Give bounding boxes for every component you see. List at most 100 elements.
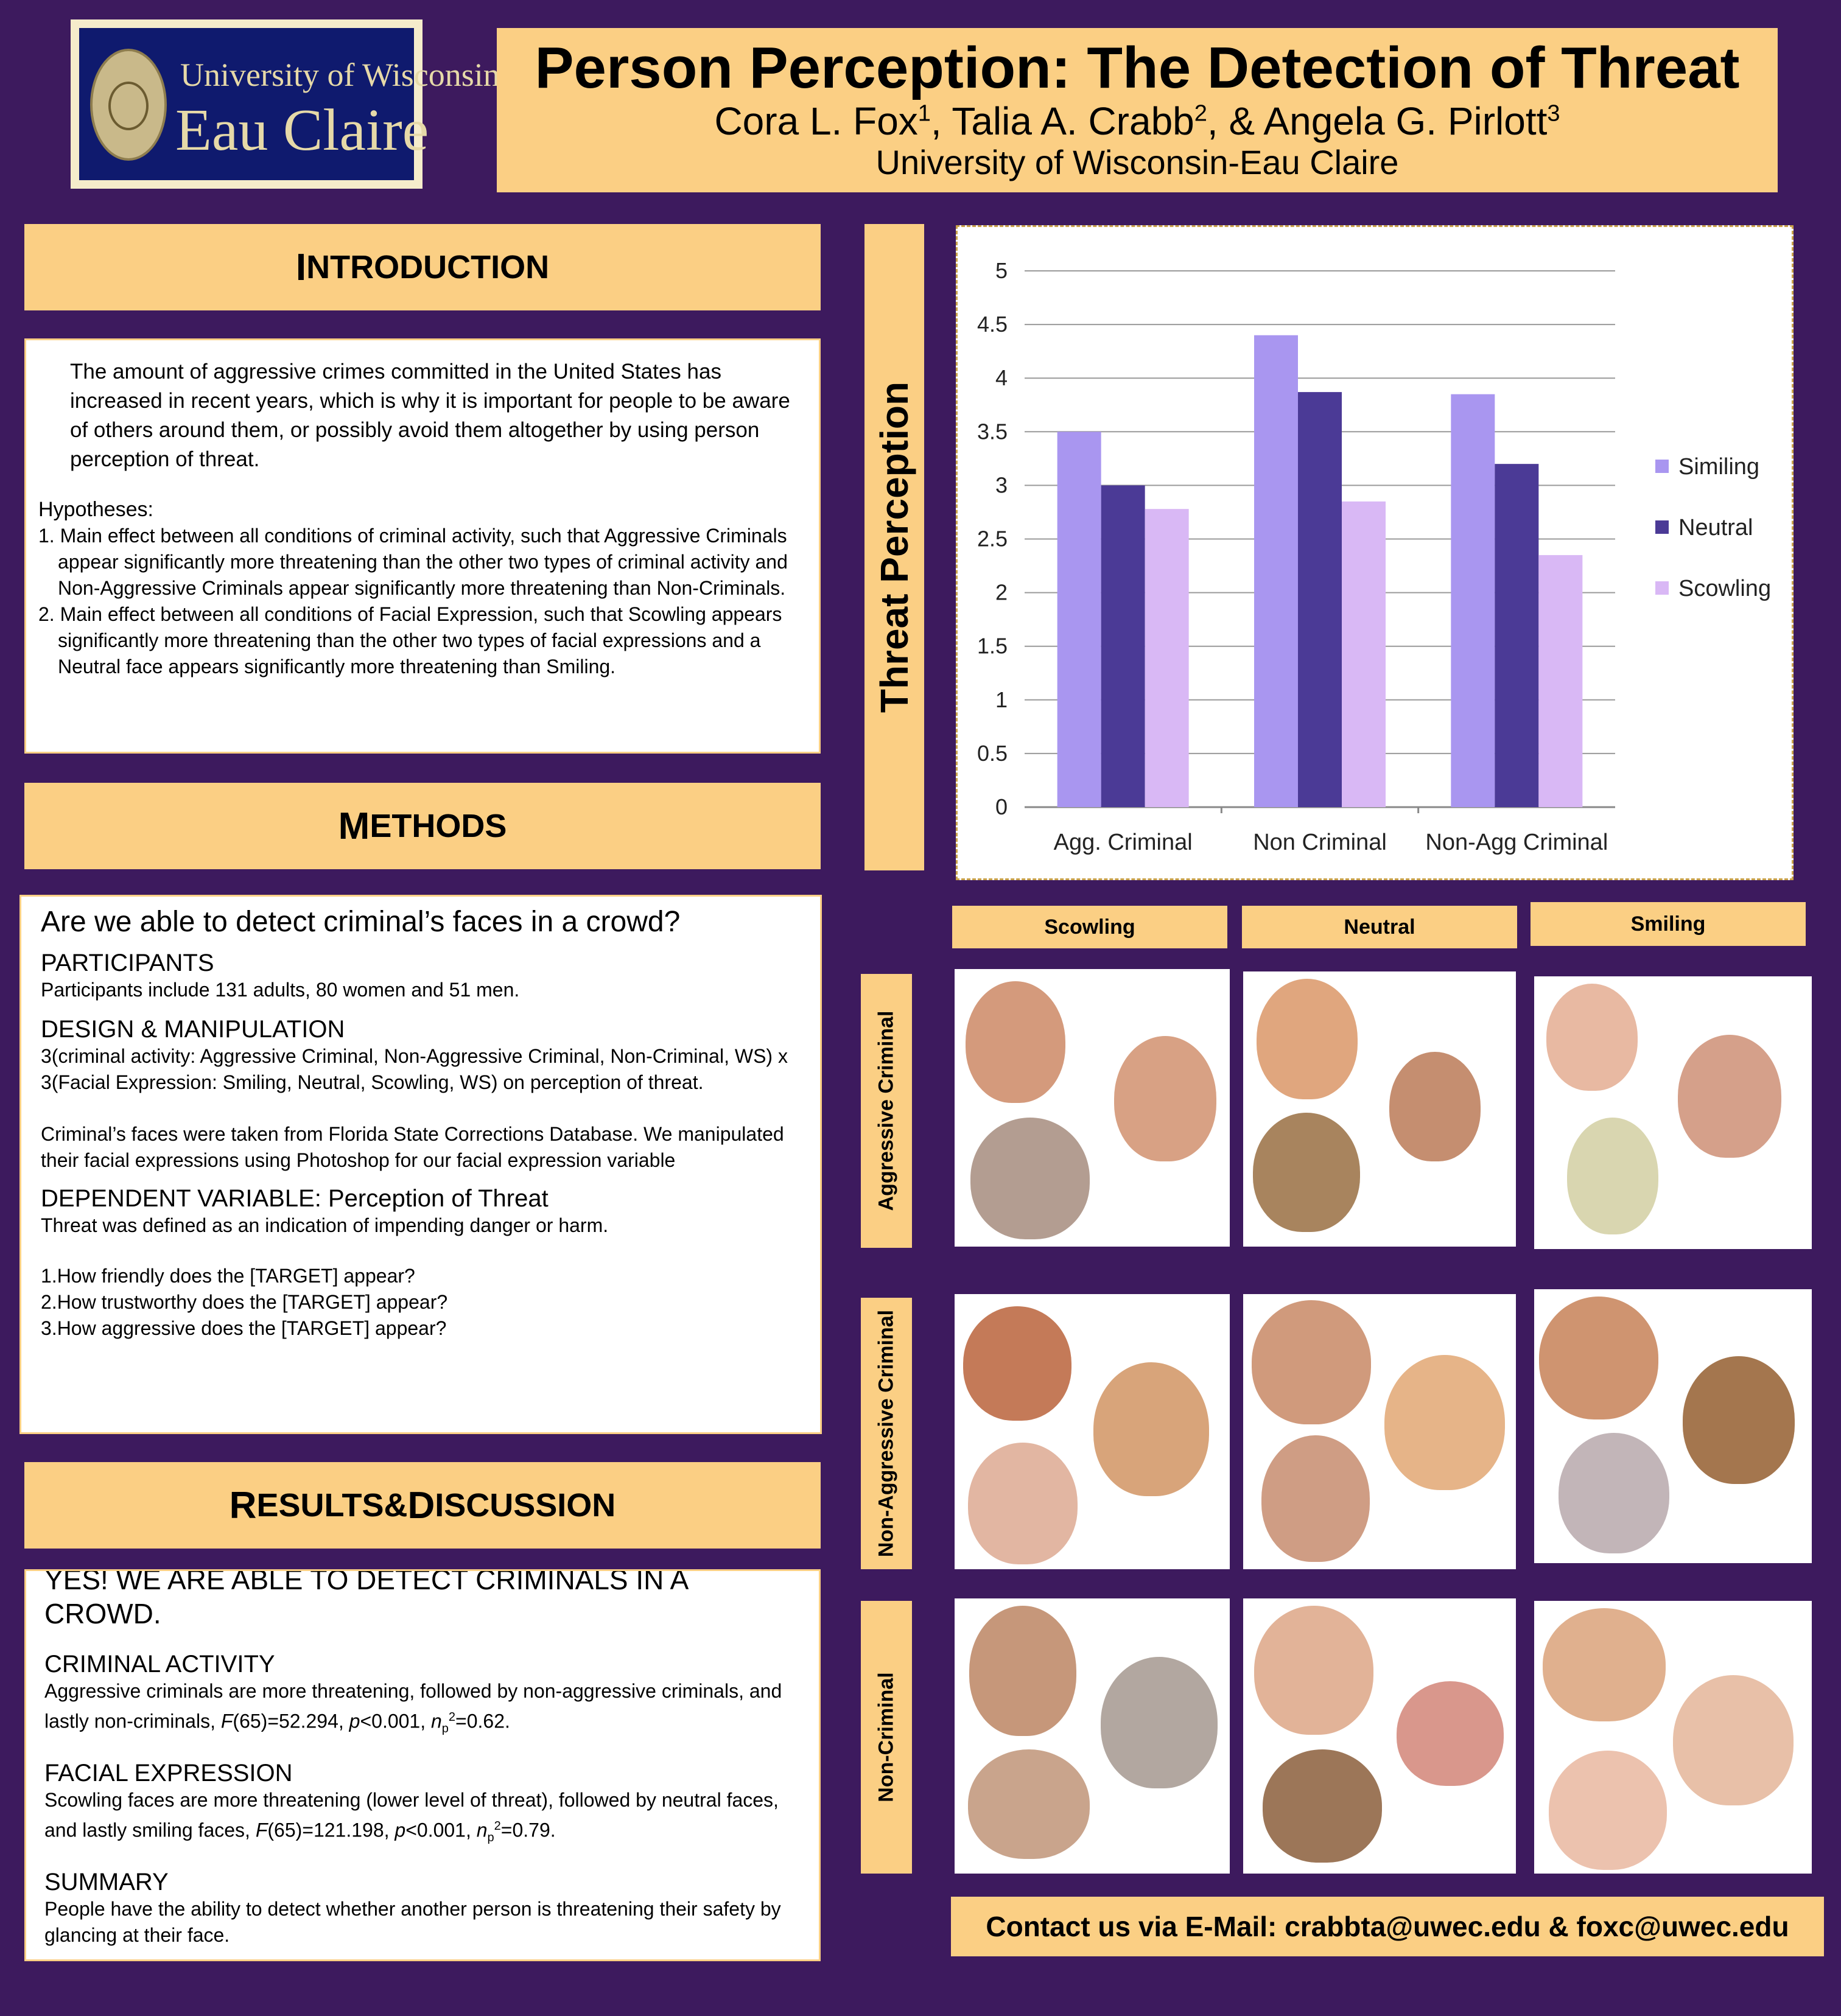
participants-heading: PARTICIPANTS <box>41 950 214 976</box>
x-category-label: Non-Agg Criminal <box>1425 830 1608 855</box>
stat-superscript: 2 <box>494 1819 501 1833</box>
stat-value: (65)=121.198, <box>267 1819 395 1841</box>
summary-text: People have the ability to detect whethe… <box>44 1898 781 1947</box>
design-heading: DESIGN & MANIPULATION <box>41 1016 345 1043</box>
heading-rest: NTRODUCTION <box>306 249 550 285</box>
face-photo <box>1397 1681 1504 1786</box>
stat-value: <0.001, <box>405 1819 477 1841</box>
face-photo <box>1546 984 1638 1091</box>
university-logo: University of Wisconsin Eau Claire <box>71 19 500 189</box>
faces-non-aggressive-scowling <box>955 1294 1230 1569</box>
face-photo <box>1678 1035 1781 1158</box>
stat-symbol: F <box>220 1710 233 1732</box>
author-name: Cora L. Fox <box>714 99 918 143</box>
threat-perception-label: Threat Perception <box>872 381 916 713</box>
faces-non-aggressive-smiling <box>1534 1289 1812 1563</box>
face-photo <box>1384 1355 1505 1490</box>
heading-initial: M <box>338 805 370 847</box>
stat-superscript: 2 <box>448 1710 456 1724</box>
face-photo <box>969 1606 1076 1736</box>
legend-swatch <box>1655 520 1669 534</box>
bar <box>1101 485 1145 807</box>
heading-initial: R <box>229 1484 257 1527</box>
bar <box>1254 335 1298 807</box>
column-header-smiling: Smiling <box>1531 902 1806 946</box>
row-label-non-criminal: Non-Criminal <box>874 1672 898 1802</box>
author-affiliation-number: 2 <box>1194 100 1207 127</box>
face-photo <box>1114 1036 1216 1161</box>
stat-subscript: p <box>487 1831 494 1845</box>
row-label-non-aggressive-criminal: Non-Aggressive Criminal <box>874 1309 898 1558</box>
stat-symbol: p <box>394 1819 406 1841</box>
legend-label: Similing <box>1678 454 1759 480</box>
author-list: Cora L. Fox1, Talia A. Crabb2, & Angela … <box>497 99 1778 144</box>
contact-info: Contact us via E-Mail: crabbta@uwec.edu … <box>951 1897 1824 1956</box>
face-photo <box>1252 1300 1371 1424</box>
y-tick-label: 1.5 <box>977 634 1008 659</box>
design-text: 3(criminal activity: Aggressive Criminal… <box>41 1045 788 1093</box>
author-affiliation-number: 1 <box>917 100 931 127</box>
face-photo <box>1261 1435 1370 1562</box>
y-tick-label: 1 <box>995 687 1008 712</box>
faces-aggressive-scowling <box>955 969 1230 1247</box>
heading-ampersand: & <box>384 1487 408 1524</box>
face-photo <box>1559 1433 1669 1553</box>
y-tick-label: 4.5 <box>977 312 1008 337</box>
facial-expression-text: Scowling faces are more threatening (low… <box>44 1787 802 1851</box>
criminal-activity-heading: CRIMINAL ACTIVITY <box>44 1651 275 1678</box>
y-tick-label: 0 <box>995 794 1008 819</box>
faces-aggressive-neutral <box>1243 971 1516 1247</box>
criminal-activity-text: Aggressive criminals are more threatenin… <box>44 1678 802 1742</box>
bar <box>1298 392 1342 807</box>
stat-subscript: p <box>441 1722 449 1736</box>
threat-bar-chart: 0 0.5 1 1.5 2 2.5 3 3.5 4 4.5 5 Agg. Criminal Non Cr… <box>977 258 1771 855</box>
introduction-body: The amount of aggressive crimes committe… <box>24 338 821 754</box>
introduction-heading: I NTRODUCTION <box>24 224 821 310</box>
question-item: 2.How trustworthy does the [TARGET] appe… <box>41 1291 448 1313</box>
question-item: 3.How aggressive does the [TARGET] appea… <box>41 1317 447 1339</box>
face-photo <box>1567 1118 1658 1234</box>
facial-expression-description: Scowling faces are more threatening (low… <box>44 1789 779 1841</box>
row-label-aggressive-criminal-box: Aggressive Criminal <box>861 974 912 1248</box>
threat-chart-frame: 0 0.5 1 1.5 2 2.5 3 3.5 4 4.5 5 Agg. Criminal Non Cr… <box>956 225 1794 880</box>
face-photo <box>1543 1608 1666 1721</box>
faces-non-criminal-scowling <box>955 1598 1230 1874</box>
hypotheses-label: Hypotheses: <box>38 498 153 521</box>
logo-line-2: Eau Claire <box>175 97 429 163</box>
legend-swatch <box>1655 581 1669 595</box>
stat-value: (65)=52.294, <box>233 1710 349 1732</box>
heading-rest: ISCUSSION <box>435 1487 616 1524</box>
introduction-paragraph: The amount of aggressive crimes committe… <box>70 360 790 471</box>
faces-non-criminal-neutral <box>1243 1598 1516 1874</box>
methods-heading: M ETHODS <box>24 783 821 869</box>
legend-label: Scowling <box>1678 576 1771 601</box>
bar <box>1342 501 1386 807</box>
poster-title: Person Perception: The Detection of Thre… <box>535 35 1740 100</box>
x-category-label: Agg. Criminal <box>1054 830 1193 855</box>
stat-symbol: n <box>476 1819 488 1841</box>
question-item: 1.How friendly does the [TARGET] appear? <box>41 1265 415 1287</box>
stat-symbol: p <box>349 1710 360 1732</box>
heading-initial: I <box>295 246 307 289</box>
y-tick-label: 5 <box>995 258 1008 283</box>
face-photo <box>963 1306 1071 1421</box>
y-tick-label: 3.5 <box>977 419 1008 444</box>
bar <box>1057 432 1101 807</box>
poster-header: Person Perception: The Detection of Thre… <box>497 28 1778 192</box>
y-tick-label: 2.5 <box>977 527 1008 551</box>
stat-symbol: F <box>255 1819 268 1841</box>
row-label-non-criminal-box: Non-Criminal <box>861 1601 912 1874</box>
author-separator: , & <box>1207 99 1264 143</box>
row-label-non-aggressive-criminal-box: Non-Aggressive Criminal <box>861 1298 912 1569</box>
face-photo <box>968 1443 1078 1564</box>
stat-symbol: n <box>431 1710 442 1732</box>
results-heading: R ESULTS & D ISCUSSION <box>24 1462 821 1549</box>
author-name: Talia A. Crabb <box>952 99 1194 143</box>
stat-value: =0.62. <box>455 1710 510 1732</box>
heading-rest: ETHODS <box>370 808 507 844</box>
face-photo <box>1673 1675 1794 1805</box>
face-photo <box>1254 1606 1373 1735</box>
hypothesis-2: 2. Main effect between all conditions of… <box>38 603 782 677</box>
bar <box>1538 555 1583 807</box>
bar <box>1145 509 1189 807</box>
